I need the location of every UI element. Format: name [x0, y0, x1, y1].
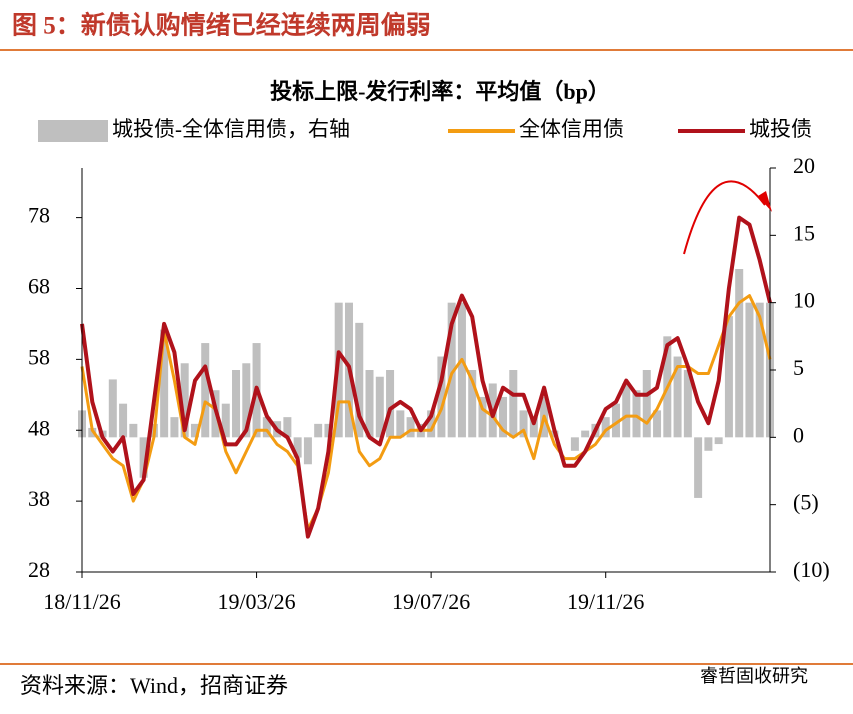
legend: 城投债-全体信用债，右轴 全体信用债 城投债 — [38, 117, 812, 142]
y2-tick-label: 0 — [793, 422, 804, 447]
bar — [745, 302, 754, 438]
bar — [314, 423, 323, 438]
bar — [232, 370, 241, 438]
bar — [704, 437, 713, 451]
y-tick-label: 48 — [28, 415, 50, 440]
y-tick-label: 58 — [28, 344, 50, 369]
line — [80, 294, 772, 531]
bar — [529, 417, 538, 438]
bar — [519, 410, 528, 438]
figure-title: 图 5：新债认购情绪已经连续两周偏弱 — [12, 11, 431, 40]
line — [80, 215, 772, 539]
y2-tick-label: 20 — [793, 153, 815, 178]
bar — [570, 437, 579, 451]
legend-swatch — [38, 120, 108, 142]
y-tick-label: 78 — [28, 203, 50, 228]
bar — [611, 403, 620, 438]
y-tick-label: 68 — [28, 274, 50, 299]
bar — [632, 390, 641, 438]
y2-tick-label: 15 — [793, 220, 815, 245]
bar — [653, 410, 662, 438]
bar — [375, 376, 384, 438]
bar — [478, 396, 487, 438]
y2-tick-label: 10 — [793, 288, 815, 313]
trend-arrow — [683, 180, 766, 255]
bar — [283, 417, 292, 438]
bar — [683, 370, 692, 438]
bar — [170, 417, 179, 438]
bar — [735, 269, 744, 438]
bar — [457, 302, 466, 438]
legend-label: 全体信用债 — [519, 117, 624, 141]
y-tick-label: 38 — [28, 486, 50, 511]
bar — [139, 437, 148, 478]
bar — [303, 437, 312, 465]
bar — [714, 437, 723, 445]
legend-label: 城投债 — [749, 117, 812, 141]
bar — [427, 410, 436, 438]
bar — [190, 423, 199, 438]
bar — [108, 379, 117, 438]
bar — [581, 430, 590, 438]
bar — [386, 370, 395, 438]
bar — [437, 356, 446, 438]
watermark: 睿哲固收研究 — [700, 666, 808, 686]
bar — [293, 437, 302, 458]
bar — [673, 356, 682, 438]
bar — [642, 370, 651, 438]
bar — [129, 423, 138, 438]
bar — [324, 423, 333, 438]
source-note: 资料来源：Wind，招商证券 — [20, 673, 288, 698]
legend-label: 城投债-全体信用债，右轴 — [112, 117, 350, 141]
x-tick-label: 19/11/26 — [567, 589, 644, 614]
bar — [396, 410, 405, 438]
y2-tick-label: (5) — [793, 490, 819, 515]
bar — [180, 363, 189, 438]
bar — [694, 437, 703, 498]
bar — [499, 396, 508, 438]
chart-title: 投标上限-发行利率：平均值（bp） — [270, 79, 610, 104]
bar — [447, 302, 456, 438]
bar — [622, 383, 631, 438]
bar — [221, 403, 230, 438]
arrow-head — [758, 191, 772, 212]
y2-tick-label: 5 — [793, 355, 804, 380]
bar — [160, 329, 169, 438]
plot-area: 28 38 48 58 68 78 (10) (5) 0 5 10 15 20 18/11/26 19/03… — [28, 153, 830, 614]
bar — [365, 370, 374, 438]
y2-tick-label: (10) — [793, 557, 830, 582]
bar — [755, 302, 764, 438]
y-tick-label: 28 — [28, 557, 50, 582]
bar — [355, 322, 364, 438]
x-tick-label: 19/07/26 — [392, 589, 470, 614]
bar — [262, 417, 271, 438]
bar — [468, 370, 477, 438]
bar — [724, 316, 733, 438]
x-tick-label: 19/03/26 — [217, 589, 295, 614]
bar — [406, 417, 415, 438]
bar — [509, 370, 518, 438]
bar — [119, 403, 128, 438]
x-tick-label: 18/11/26 — [43, 589, 120, 614]
bar — [242, 363, 251, 438]
bar — [201, 343, 210, 438]
bar — [601, 417, 610, 438]
